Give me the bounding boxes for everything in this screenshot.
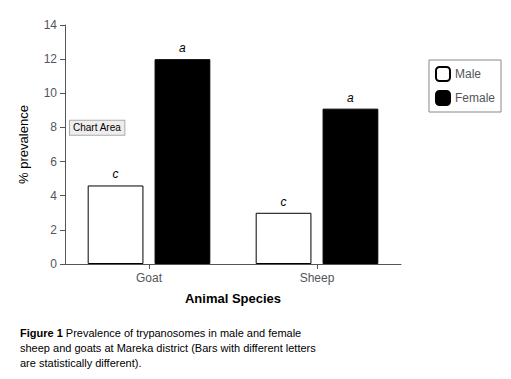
svg-text:% prevalence: % prevalence [16, 105, 31, 184]
svg-text:a: a [179, 41, 186, 55]
svg-text:sheep and goats at Mareka dist: sheep and goats at Mareka district (Bars… [20, 342, 316, 354]
svg-text:10: 10 [44, 86, 58, 100]
svg-text:Male: Male [455, 67, 481, 81]
svg-text:are statistically different).: are statistically different). [20, 357, 141, 369]
svg-text:Sheep: Sheep [300, 271, 335, 285]
svg-text:8: 8 [50, 120, 57, 134]
svg-text:Animal Species: Animal Species [185, 291, 281, 306]
svg-text:Female: Female [455, 91, 495, 105]
svg-text:c: c [113, 167, 119, 181]
svg-text:a: a [347, 91, 354, 105]
svg-text:6: 6 [50, 155, 57, 169]
svg-text:0: 0 [50, 257, 57, 271]
svg-text:14: 14 [44, 18, 58, 32]
svg-text:Goat: Goat [136, 271, 163, 285]
svg-text:Prevalence of trypanosomes in: Prevalence of trypanosomes in male and f… [63, 327, 301, 339]
svg-text:c: c [281, 195, 287, 209]
svg-text:12: 12 [44, 52, 58, 66]
svg-text:2: 2 [50, 223, 57, 237]
svg-text:4: 4 [50, 189, 57, 203]
svg-text:Chart Area: Chart Area [73, 122, 121, 133]
svg-text:Figure 1: Figure 1 [20, 327, 63, 339]
